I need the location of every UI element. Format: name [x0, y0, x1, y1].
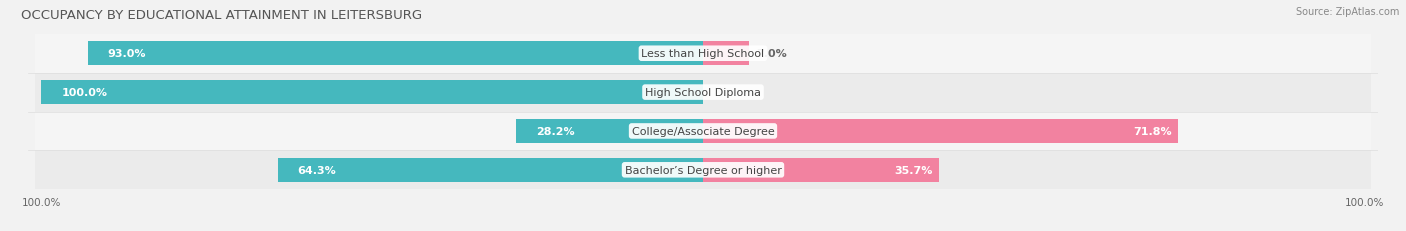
Text: High School Diploma: High School Diploma: [645, 88, 761, 98]
Bar: [703, 158, 939, 182]
Text: Bachelor’s Degree or higher: Bachelor’s Degree or higher: [624, 165, 782, 175]
Text: 28.2%: 28.2%: [536, 126, 575, 136]
Bar: [277, 158, 703, 182]
Text: Less than High School: Less than High School: [641, 49, 765, 59]
Bar: [41, 81, 703, 105]
Bar: [35, 112, 1371, 151]
Text: OCCUPANCY BY EDUCATIONAL ATTAINMENT IN LEITERSBURG: OCCUPANCY BY EDUCATIONAL ATTAINMENT IN L…: [21, 9, 422, 22]
Text: 100.0%: 100.0%: [62, 88, 107, 98]
Text: College/Associate Degree: College/Associate Degree: [631, 126, 775, 136]
Text: 71.8%: 71.8%: [1133, 126, 1171, 136]
Bar: [516, 119, 703, 143]
Legend: Owner-occupied, Renter-occupied: Owner-occupied, Renter-occupied: [586, 230, 820, 231]
Text: 7.0%: 7.0%: [756, 49, 787, 59]
Text: 35.7%: 35.7%: [894, 165, 932, 175]
Bar: [35, 151, 1371, 189]
Text: 93.0%: 93.0%: [107, 49, 146, 59]
Bar: [87, 42, 703, 66]
Bar: [703, 119, 1178, 143]
Text: 64.3%: 64.3%: [298, 165, 336, 175]
Bar: [703, 42, 749, 66]
Bar: [35, 35, 1371, 73]
Bar: [35, 73, 1371, 112]
Text: Source: ZipAtlas.com: Source: ZipAtlas.com: [1295, 7, 1399, 17]
